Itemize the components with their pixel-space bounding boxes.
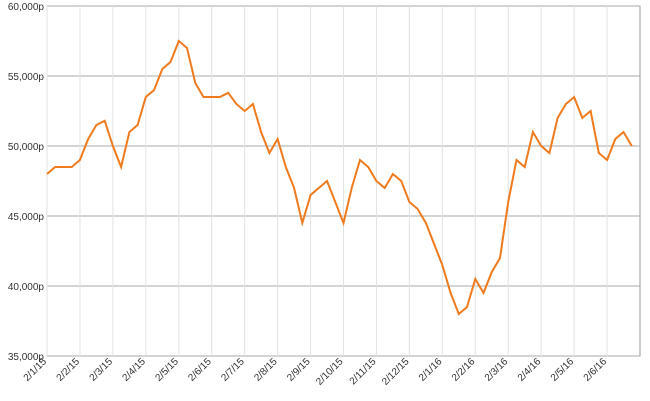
y-tick-label: 55,000p	[8, 72, 45, 83]
x-tick-label: 2/4/16	[516, 356, 544, 384]
x-tick-label: 2/3/15	[88, 356, 116, 384]
x-tick-label: 2/4/15	[121, 356, 149, 384]
x-tick-label: 2/8/15	[252, 356, 280, 384]
x-tick-label: 2/2/16	[450, 356, 478, 384]
x-tick-label: 2/2/15	[55, 356, 83, 384]
y-tick-label: 60,000p	[8, 2, 45, 13]
y-tick-label: 35,000p	[8, 352, 45, 363]
x-tick-label: 2/9/15	[285, 356, 313, 384]
x-tick-label: 2/5/16	[549, 356, 577, 384]
x-tick-label: 2/7/15	[219, 356, 247, 384]
x-tick-label: 2/11/15	[348, 356, 379, 387]
y-tick-label: 45,000p	[8, 212, 45, 223]
price-line	[46, 39, 633, 316]
x-tick-label: 2/6/16	[582, 356, 610, 384]
x-tick-label: 2/10/15	[314, 356, 346, 388]
y-tick-label: 40,000p	[8, 282, 45, 293]
x-tick-label: 2/6/15	[186, 356, 214, 384]
x-tick-label: 2/5/15	[153, 356, 181, 384]
x-tick-label: 2/12/15	[380, 356, 412, 388]
x-tick-label: 2/3/16	[483, 356, 511, 384]
x-tick-label: 2/1/16	[417, 356, 445, 384]
y-tick-label: 50,000p	[8, 142, 45, 153]
